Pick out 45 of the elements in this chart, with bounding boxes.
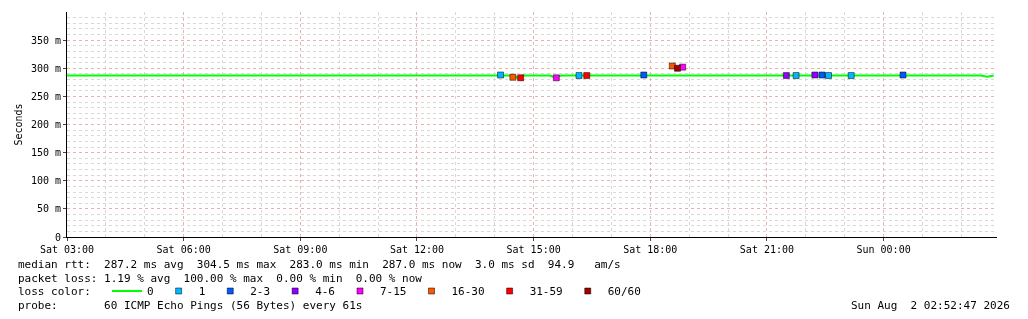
point bbox=[674, 65, 681, 72]
point bbox=[553, 74, 560, 82]
legend-label: 1 bbox=[198, 285, 206, 299]
y-tick-label: 150 m bbox=[30, 147, 61, 159]
legend-label: 7-15 bbox=[380, 285, 407, 299]
point bbox=[818, 71, 826, 79]
legend-label: 60/60 bbox=[607, 285, 641, 299]
text: packet loss: 1.19 % avg 100.00 % max 0.00 % min 0.00 % now bbox=[18, 272, 423, 285]
point bbox=[792, 72, 800, 79]
point bbox=[811, 71, 819, 79]
x-tick-label: Sat 15:00 bbox=[506, 244, 561, 255]
x-tick-label: Sat 03:00 bbox=[39, 244, 95, 255]
point bbox=[899, 71, 907, 79]
y-tick-label: 0 bbox=[54, 231, 61, 243]
y-tick-label: 250 m bbox=[30, 90, 61, 102]
point bbox=[575, 72, 583, 79]
point bbox=[497, 71, 504, 79]
y-axis-title: Seconds bbox=[12, 103, 24, 146]
point bbox=[847, 72, 855, 79]
y-tick-label: 300 m bbox=[30, 62, 61, 74]
point bbox=[640, 71, 648, 79]
legend-label: 0 bbox=[147, 285, 154, 299]
legend-label: 31-59 bbox=[529, 285, 563, 299]
point bbox=[783, 72, 790, 79]
x-tick-label: Sat 12:00 bbox=[389, 244, 445, 255]
x-tick-label: Sat 21:00 bbox=[739, 244, 795, 255]
y-tick-label: 350 m bbox=[30, 34, 61, 46]
legend-label: 16-30 bbox=[451, 285, 485, 299]
text: median rtt: 287.2 ms avg 304.5 ms max 283.0 ms min 287.0 ms now 3.0 ms sd 94.9 am/s bbox=[18, 258, 621, 271]
text: loss color: bbox=[18, 285, 91, 298]
y-tick-label: 100 m bbox=[30, 175, 61, 187]
legend-label: 4-6 bbox=[315, 285, 335, 299]
y-tick-label: 50 m bbox=[36, 203, 61, 215]
text: Sun Aug 2 02:52:47 2026 bbox=[851, 299, 1010, 312]
text: probe: 60 ICMP Echo Pings (56 Bytes) every 61s bbox=[18, 299, 363, 312]
x-tick-label: Sun 00:00 bbox=[856, 244, 911, 255]
x-tick-label: Sat 09:00 bbox=[273, 244, 328, 255]
point bbox=[517, 74, 524, 82]
x-tick-label: Sat 06:00 bbox=[156, 244, 211, 255]
x-tick-label: Sat 18:00 bbox=[623, 244, 678, 255]
point bbox=[583, 72, 591, 79]
point bbox=[509, 74, 517, 81]
y-tick-label: 200 m bbox=[30, 119, 61, 130]
point bbox=[825, 72, 832, 79]
legend-label: 2-3 bbox=[250, 285, 271, 299]
